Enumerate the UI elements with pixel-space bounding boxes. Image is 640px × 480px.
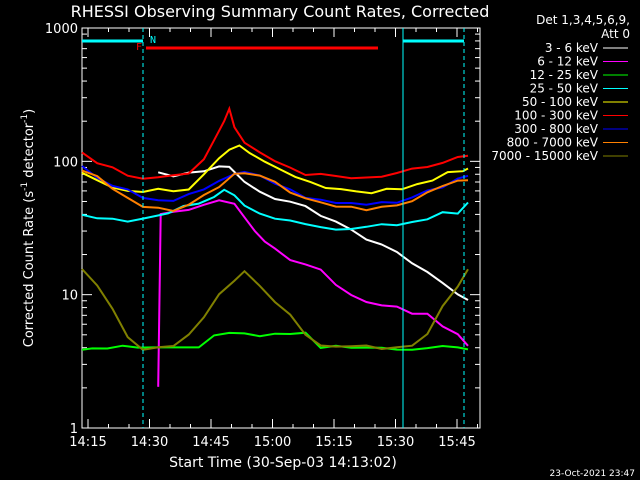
flare-flag-label: F [136, 42, 142, 53]
y-axis-label: Corrected Count Rate (s-1 detector-1) [20, 109, 37, 347]
x-tick-label: 15:45 [438, 435, 475, 450]
x-tick-label: 15:00 [254, 435, 291, 450]
legend-label: 25 - 50 keV [530, 82, 599, 96]
x-tick-label: 14:30 [131, 435, 168, 450]
series-line-3 [81, 331, 469, 351]
legend-label: 3 - 6 keV [545, 41, 599, 55]
legend-header-line: Att 0 [601, 27, 630, 41]
legend-header: Det 1,3,4,5,6,9,Att 0 [536, 13, 630, 41]
x-tick-label: 14:15 [69, 435, 106, 450]
series-line-1 [157, 165, 469, 301]
legend-label: 100 - 300 keV [514, 109, 598, 123]
y-tick-label: 100 [53, 155, 78, 170]
chart-title: RHESSI Observing Summary Count Rates, Co… [71, 2, 490, 21]
plot-frame [81, 27, 481, 429]
series-line-4 [81, 188, 469, 231]
series-line-7 [81, 165, 469, 206]
x-axis-label: Start Time (30-Sep-03 14:13:02) [169, 455, 397, 471]
legend-label: 800 - 7000 keV [507, 136, 599, 150]
y-tick-label: 1000 [45, 22, 78, 37]
legend-label: 6 - 12 keV [537, 55, 599, 69]
series-line-8 [81, 169, 469, 213]
x-tick-label: 15:30 [377, 435, 414, 450]
y-tick-label: 1 [70, 422, 78, 437]
legend-label: 12 - 25 keV [530, 68, 599, 82]
x-tick-label: 15:15 [315, 435, 352, 450]
legend-label: 7000 - 15000 keV [491, 149, 598, 163]
legend-header-line: Det 1,3,4,5,6,9, [536, 13, 630, 27]
y-axis: 1 10 100 1000 [45, 22, 480, 437]
x-axis: 14:15 14:30 14:45 15:00 15:15 15:30 15:45 [69, 28, 478, 450]
series-line-6 [81, 105, 469, 180]
timestamp: 23-Oct-2021 23:47 [550, 469, 635, 479]
series-line-9 [81, 268, 469, 351]
y-tick-label: 10 [61, 289, 78, 304]
legend-label: 300 - 800 keV [514, 122, 598, 136]
series-line-2 [157, 199, 469, 387]
night-flag-label: N [150, 35, 156, 46]
legend-label: 50 - 100 keV [522, 95, 599, 109]
flag-bars: FN [82, 35, 464, 53]
series-line-5 [81, 144, 469, 195]
x-tick-label: 14:45 [192, 435, 229, 450]
series-group [81, 28, 469, 428]
